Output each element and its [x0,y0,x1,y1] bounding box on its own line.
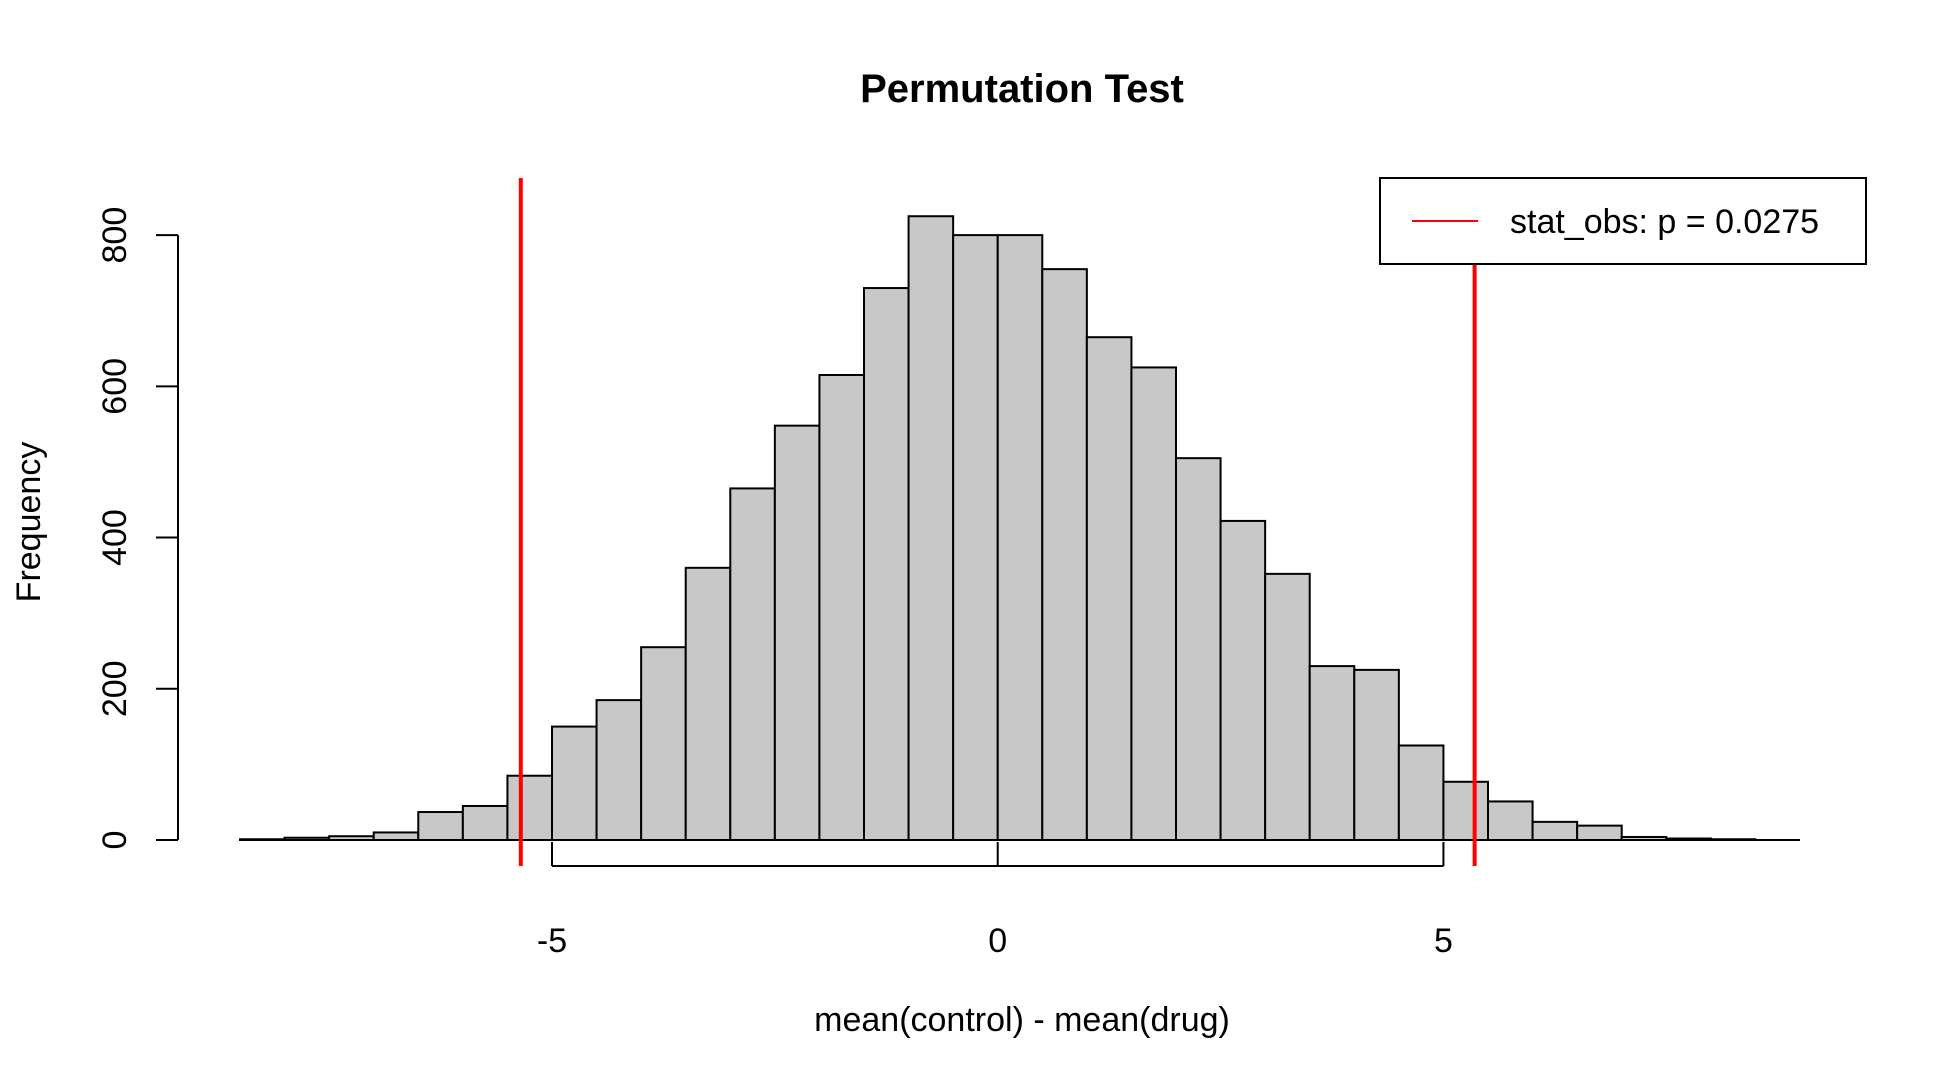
y-tick-label: 200 [96,660,134,717]
histogram-bar [863,287,910,841]
legend: stat_obs: p = 0.0275 [1379,177,1867,265]
histogram-bar [818,374,866,841]
histogram-bar [1576,824,1623,842]
chart-title: Permutation Test [860,67,1184,111]
histogram-bar [640,646,687,841]
histogram-bar [729,487,776,841]
histogram-bar [684,566,732,841]
histogram-bar [907,215,955,842]
histogram-bar [372,831,420,842]
histogram-bar [1175,457,1222,841]
histogram-bar [952,234,999,841]
histogram-bar [595,699,643,841]
x-axis-label: mean(control) - mean(drug) [814,1001,1230,1039]
y-axis: 0 200 400 600 800 [96,207,179,850]
histogram-bar [996,234,1044,841]
histogram-bar [1487,800,1534,841]
histogram-bar [1353,668,1400,841]
y-axis-label: Frequency [10,442,48,603]
legend-entry-label: stat_obs: p = 0.0275 [1510,203,1819,241]
y-tick-label: 800 [96,207,134,264]
histogram-bar [417,811,464,842]
histogram-bar [1219,519,1267,841]
histogram-bar [461,804,509,841]
histogram-bar [1085,336,1133,841]
histogram-bar [773,424,821,841]
y-tick-label: 600 [96,358,134,415]
histogram-bar [1264,572,1311,841]
histogram-bar [1397,744,1445,841]
y-tick-label: 0 [96,831,134,850]
histogram-bar [551,725,598,842]
x-tick-label: -5 [537,922,567,960]
observed-stat-lines [518,178,1477,866]
histogram-bar [1442,780,1490,842]
histogram-bar [506,774,553,841]
x-tick-label: 5 [1434,922,1453,960]
x-axis: -5 0 5 [537,842,1453,960]
y-tick-label: 400 [96,509,134,566]
x-tick-label: 0 [988,922,1007,960]
histogram-bar [1531,820,1579,841]
histogram-bar [1130,366,1178,841]
histogram-bar [1041,268,1088,841]
histogram-bar [1308,665,1356,841]
histogram-bars [239,215,1800,842]
